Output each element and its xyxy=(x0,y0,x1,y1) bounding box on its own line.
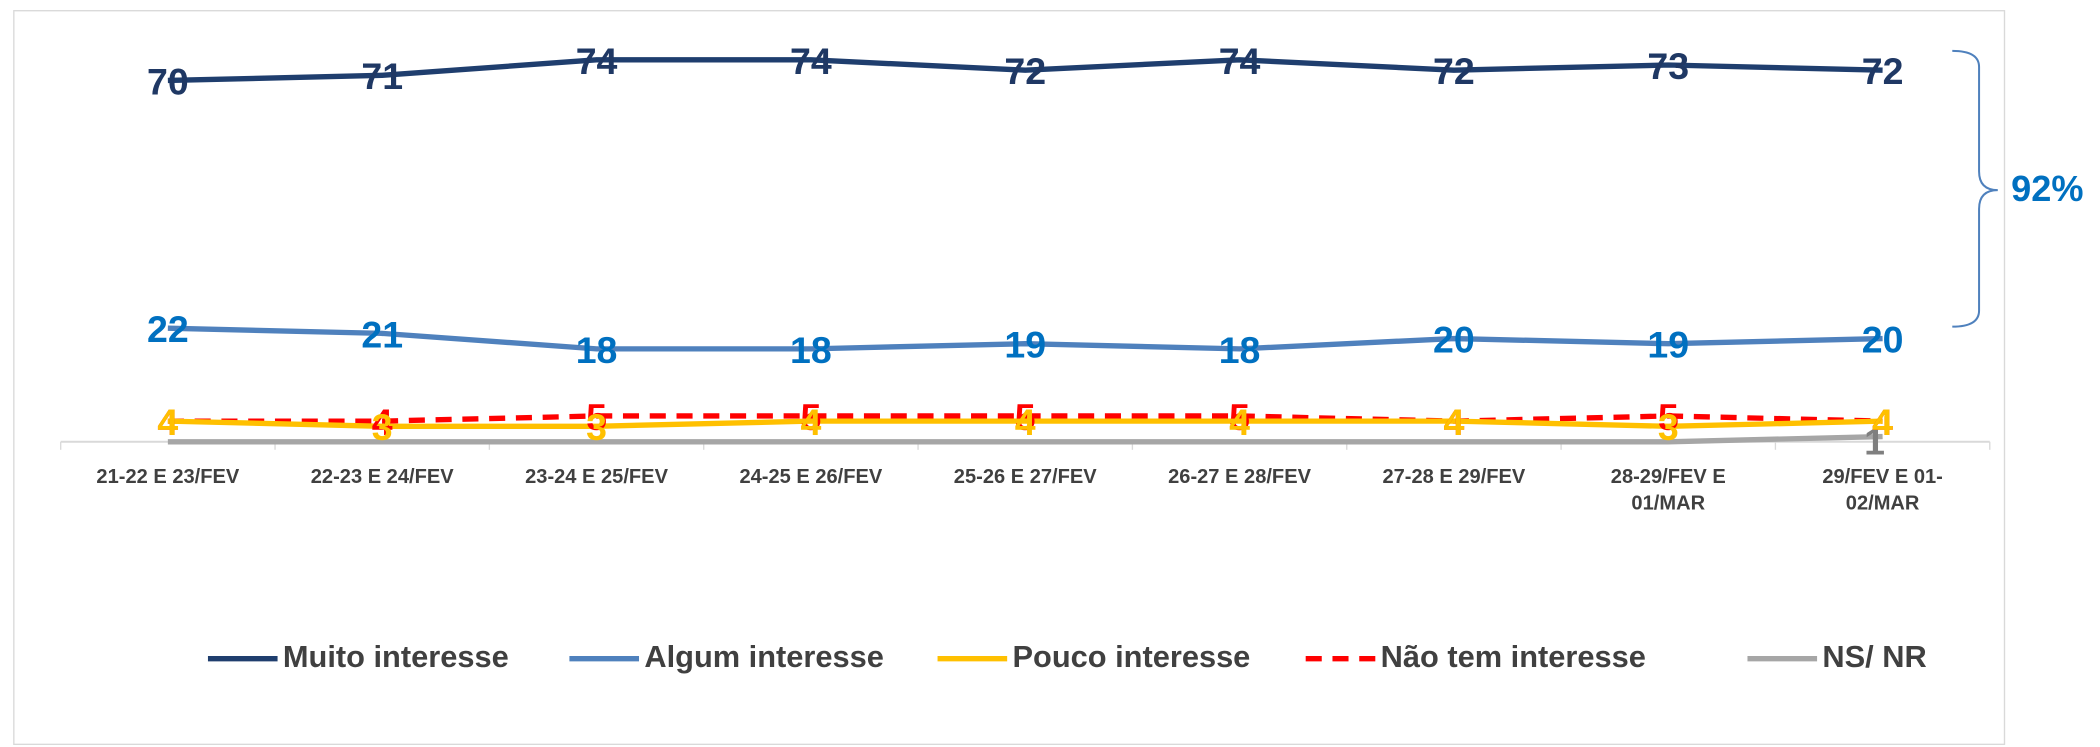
data-label: 5 xyxy=(1658,396,1679,438)
data-label: 4 xyxy=(1872,401,1893,443)
data-label: 72 xyxy=(1433,50,1475,92)
data-label: 4 xyxy=(1229,401,1250,443)
data-label: 4 xyxy=(1015,401,1036,443)
x-tick-label: 23-24 E 25/FEV xyxy=(525,466,668,488)
data-label: 72 xyxy=(1004,50,1046,92)
data-label: 4 xyxy=(157,401,178,443)
data-label: 5 xyxy=(1229,396,1250,438)
data-label: 4 xyxy=(157,401,178,443)
data-label: 19 xyxy=(1004,324,1046,366)
x-tick-label: 24-25 E 26/FEV xyxy=(739,466,882,488)
data-label: 4 xyxy=(1872,401,1893,443)
annotation: 92% xyxy=(2011,168,2083,209)
legend-label: Algum interesse xyxy=(644,639,884,674)
data-label: 74 xyxy=(790,40,832,82)
legend-label: Muito interesse xyxy=(283,639,509,674)
data-label: 20 xyxy=(1433,318,1475,360)
series-line xyxy=(167,433,1883,445)
brace xyxy=(1952,49,1998,328)
data-label: 21 xyxy=(361,313,403,355)
data-label: 19 xyxy=(1647,324,1689,366)
data-label: 18 xyxy=(576,329,618,371)
x-tick-label: 28-29/FEV E 01/MAR xyxy=(1611,466,1726,515)
x-tick-label: 27-28 E 29/FEV xyxy=(1382,466,1525,488)
x-tick-label: 26-27 E 28/FEV xyxy=(1168,466,1311,488)
data-label: 5 xyxy=(1015,396,1036,438)
series-line xyxy=(167,413,1883,424)
data-label: 4 xyxy=(1443,401,1464,443)
data-label: 4 xyxy=(372,401,393,443)
series-line xyxy=(167,418,1883,429)
data-label: 73 xyxy=(1647,45,1689,87)
x-tick-label: 21-22 E 23/FEV xyxy=(96,466,239,488)
data-label: 4 xyxy=(1443,401,1464,443)
data-label: 74 xyxy=(576,40,618,82)
data-label: 3 xyxy=(1658,406,1679,448)
data-label: 72 xyxy=(1862,50,1904,92)
x-tick-label: 25-26 E 27/FEV xyxy=(954,466,1097,488)
data-label: 70 xyxy=(147,60,189,102)
data-label: 3 xyxy=(372,406,393,448)
data-label: 22 xyxy=(147,308,189,350)
data-label: 4 xyxy=(800,401,821,443)
legend-label: Não tem interesse xyxy=(1381,639,1646,674)
legend-label: NS/ NR xyxy=(1822,639,1926,674)
data-label: 5 xyxy=(800,396,821,438)
data-label: 3 xyxy=(586,406,607,448)
data-label: 20 xyxy=(1862,318,1904,360)
data-label: 1 xyxy=(1864,421,1885,463)
data-label: 18 xyxy=(790,329,832,371)
series-line xyxy=(167,325,1883,352)
x-tick-label: 22-23 E 24/FEV xyxy=(311,466,454,488)
series-line xyxy=(167,57,1883,84)
data-label: 18 xyxy=(1219,329,1261,371)
x-tick-label: 29/FEV E 01-02/MAR xyxy=(1822,466,1943,515)
data-label: 5 xyxy=(586,396,607,438)
legend-label: Pouco interesse xyxy=(1013,639,1251,674)
chart-border xyxy=(13,10,2006,745)
data-label: 71 xyxy=(361,55,403,97)
data-label: 74 xyxy=(1219,40,1261,82)
